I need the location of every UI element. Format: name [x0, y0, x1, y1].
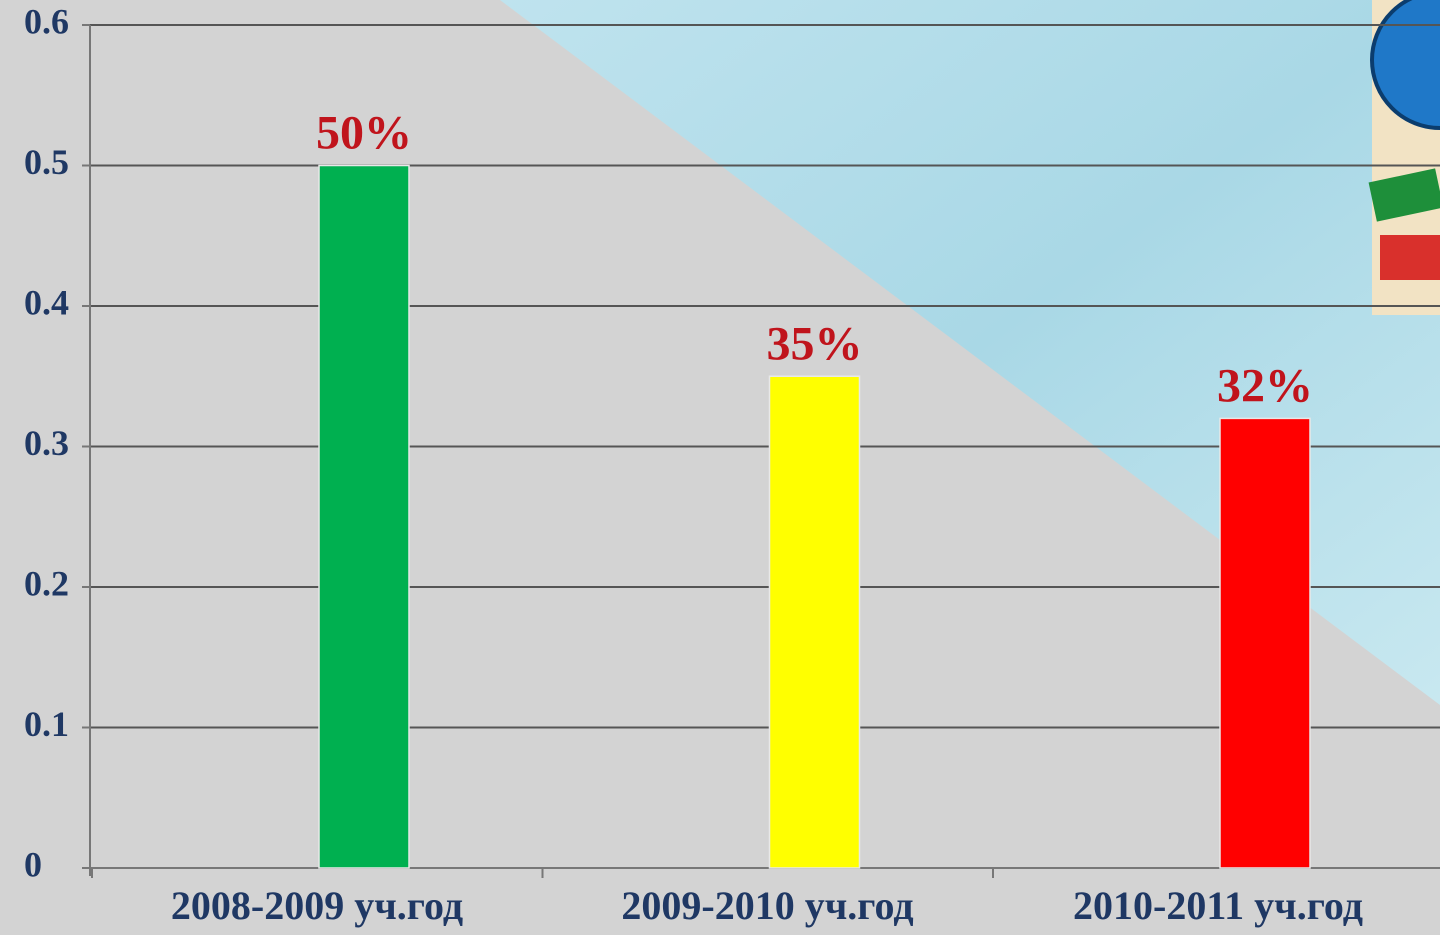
x-tick-label: 2009-2010 уч.год — [621, 883, 913, 928]
page: 0 0.1 0.2 0.3 0.4 0.5 0.6 2008-2009 уч.год 50% 20… — [0, 0, 1440, 935]
bar — [770, 376, 860, 868]
y-tick-label: 0.5 — [24, 142, 69, 182]
x-tick-label: 2010-2011 уч.год — [1073, 883, 1363, 928]
corner-picture — [1369, 0, 1440, 315]
y-tick-label: 0.4 — [24, 282, 69, 322]
bar — [1220, 418, 1310, 868]
y-tick-label: 0.2 — [24, 563, 69, 603]
data-label: 50% — [316, 107, 412, 160]
y-tick-label: 0 — [24, 844, 42, 884]
y-tick-label: 0.1 — [24, 704, 69, 744]
y-tick-label: 0.6 — [24, 1, 69, 41]
y-tick-label: 0.3 — [24, 423, 69, 463]
data-label: 35% — [767, 317, 863, 370]
chart: 0 0.1 0.2 0.3 0.4 0.5 0.6 2008-2009 уч.год 50% 20… — [0, 0, 1440, 935]
bar — [319, 166, 409, 869]
x-tick-label: 2008-2009 уч.год — [171, 883, 463, 928]
data-label: 32% — [1217, 359, 1313, 412]
